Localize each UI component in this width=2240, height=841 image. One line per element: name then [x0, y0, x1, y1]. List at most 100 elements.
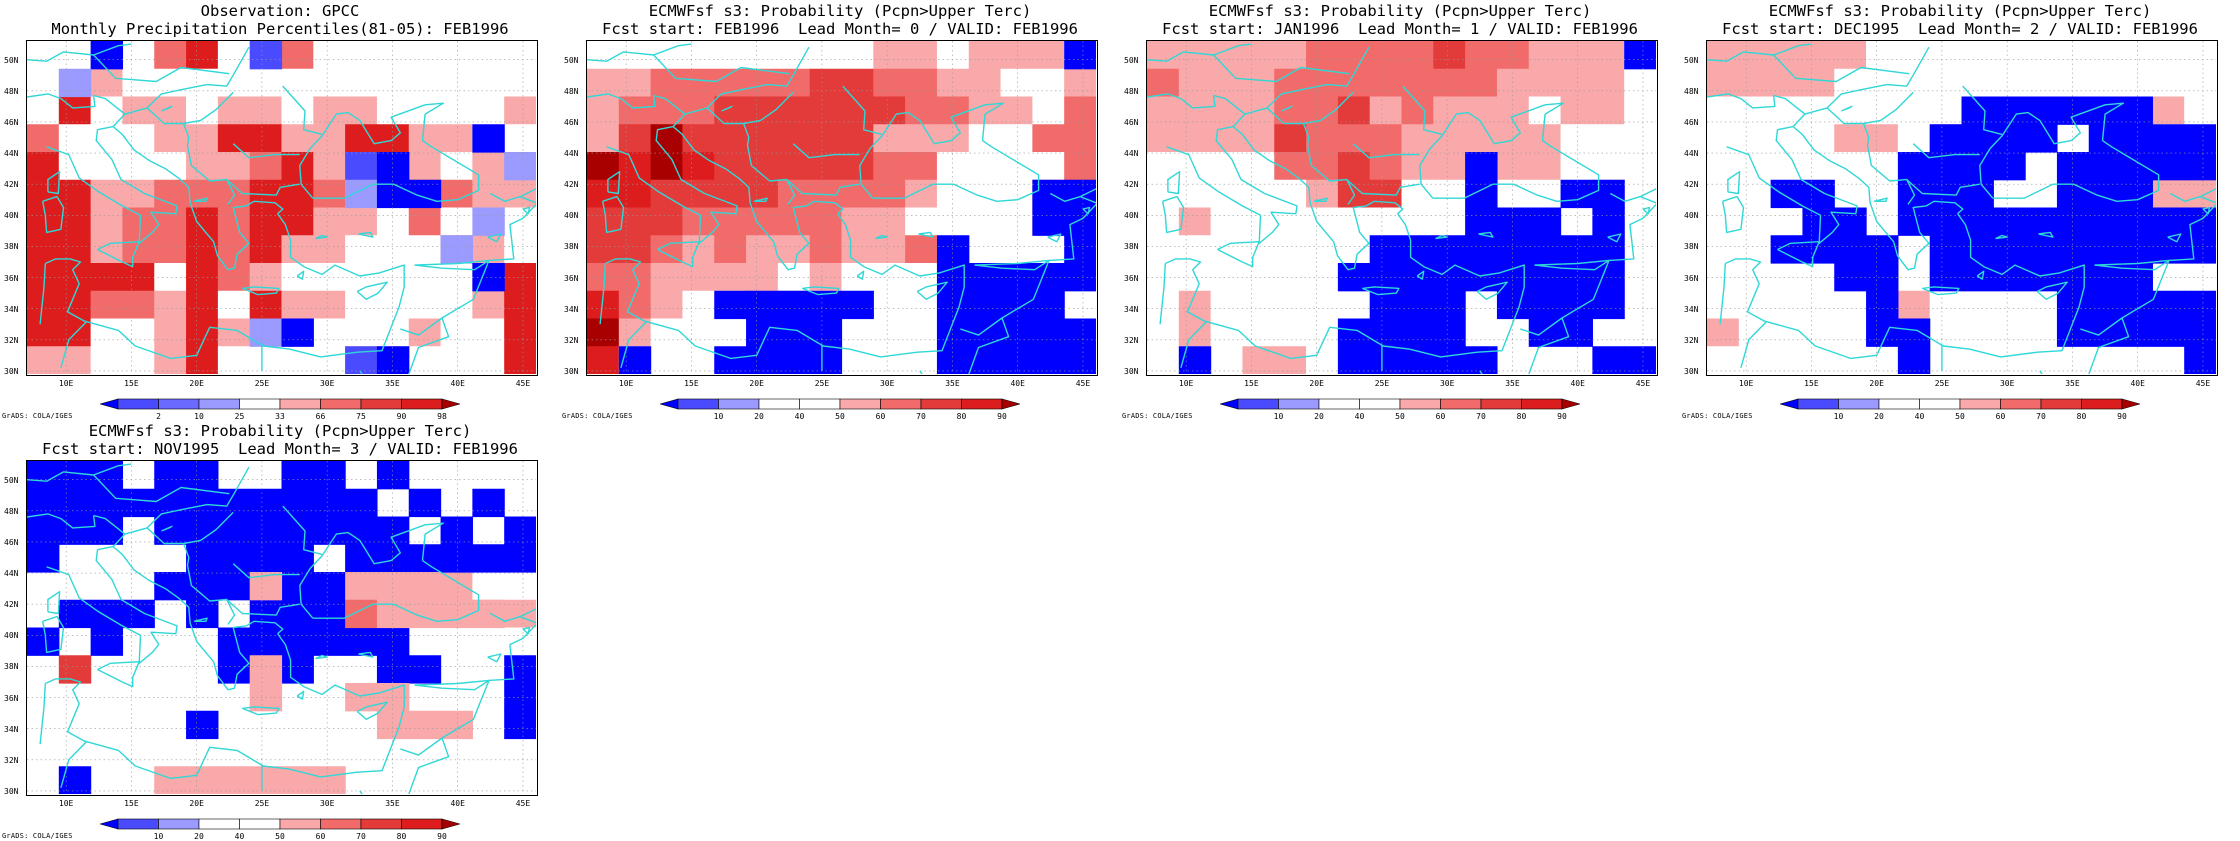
- grid-cell: [809, 41, 843, 70]
- lat-label: 38N: [564, 242, 579, 252]
- grid-cell: [1274, 290, 1307, 320]
- grid-cell: [376, 235, 410, 264]
- grid-cell: [1337, 235, 1371, 264]
- grid-cell-negative: [714, 346, 747, 374]
- grid-cell: [1560, 124, 1593, 153]
- grid-cell: [90, 207, 124, 236]
- coastline: [1159, 263, 1166, 325]
- grid-cell: [746, 41, 779, 70]
- grid-cell: [122, 627, 155, 656]
- grid-cell-negative: [2152, 318, 2185, 347]
- coastline: [602, 195, 625, 234]
- grid-cell-negative: [249, 318, 283, 347]
- grid-cell: [1738, 179, 1772, 209]
- grid-cell-negative: [1064, 207, 1096, 236]
- grid-cell: [122, 235, 155, 264]
- coastline: [587, 43, 692, 62]
- grid-cell: [1064, 68, 1096, 98]
- lat-label: 38N: [4, 242, 19, 252]
- colorbar-segment: [320, 818, 362, 830]
- grid-cell-negative: [1337, 346, 1371, 374]
- lat-label: 30N: [1124, 366, 1139, 376]
- grid-cell: [27, 318, 60, 347]
- grid-cell: [440, 488, 473, 518]
- grid-cell: [217, 461, 251, 490]
- grid-cell: [873, 235, 906, 264]
- grid-cell: [682, 290, 715, 320]
- grid-cell-negative: [1560, 235, 1593, 264]
- grid-cell: [122, 572, 155, 601]
- grid-cell: [1274, 41, 1307, 70]
- grid-cell: [1738, 41, 1772, 70]
- grid-cell: [2056, 68, 2090, 98]
- grid-cell: [345, 207, 378, 236]
- grid-cell: [936, 68, 970, 98]
- grid-cell-positive: [249, 655, 283, 684]
- grid-cell: [122, 346, 155, 374]
- coastline: [2200, 195, 2216, 204]
- grid-cell-negative: [313, 599, 346, 629]
- grid-cell-negative: [809, 318, 843, 347]
- grid-cell: [1592, 124, 1625, 153]
- grid-cell: [2025, 41, 2058, 70]
- grid-cell: [714, 263, 747, 292]
- grid-cell: [1707, 124, 1740, 153]
- lat-label: 36N: [4, 273, 19, 283]
- grid-cell: [1592, 318, 1625, 347]
- grid-cell: [1624, 96, 1656, 125]
- grid-cell: [2025, 346, 2058, 374]
- grid-cell: [746, 96, 779, 125]
- coastline: [282, 505, 323, 556]
- grid-cell: [1147, 263, 1180, 292]
- grid-cell: [587, 235, 620, 264]
- grid-cell-negative: [1961, 263, 1994, 292]
- coastline: [1180, 320, 1208, 368]
- colorbar-tick-label: 10: [1273, 412, 1284, 421]
- grid-cell: [281, 96, 314, 125]
- coastline: [1727, 171, 1741, 195]
- grid-cell-negative: [1993, 235, 2026, 264]
- lat-label: 38N: [4, 662, 19, 672]
- grid-cell-negative: [27, 627, 60, 656]
- grid-cell-negative: [1178, 346, 1212, 374]
- grid-cell: [122, 710, 155, 740]
- lon-label: 25E: [814, 379, 830, 388]
- colorbar-segment: [198, 818, 240, 830]
- grid-cell: [154, 96, 187, 125]
- grid-cell-negative: [1961, 235, 1994, 264]
- grid-cell-negative: [968, 290, 1002, 320]
- grid-cell: [313, 710, 346, 740]
- coastline: [408, 317, 450, 374]
- coastline: [1281, 105, 1293, 112]
- grid-cell: [408, 68, 442, 98]
- colorbar-segment: [1480, 398, 1522, 410]
- grid-cell: [440, 572, 473, 601]
- grid-cell: [504, 179, 536, 209]
- grid-cell: [58, 346, 92, 374]
- lat-label: 42N: [564, 180, 579, 190]
- coastline: [299, 102, 444, 199]
- lat-label: 44N: [564, 149, 579, 159]
- lat-label: 48N: [1124, 86, 1139, 96]
- colorbar-tick-label: 60: [1435, 412, 1446, 421]
- grid-cell-negative: [1369, 346, 1403, 374]
- grid-cell: [777, 124, 811, 153]
- grid-cell: [154, 41, 187, 70]
- grid-cell: [905, 346, 938, 374]
- grid-cell: [90, 738, 124, 767]
- coastline: [1362, 286, 1400, 296]
- colorbar-tick-label: 60: [315, 832, 326, 841]
- grid-cell: [440, 68, 473, 98]
- grid-cell: [376, 41, 410, 70]
- grid-cell: [873, 179, 906, 209]
- grid-cell: [1866, 207, 1899, 236]
- grid-cell: [841, 96, 874, 125]
- coastline: [112, 126, 284, 271]
- grid-cell-negative: [1369, 235, 1403, 264]
- grid-cell-negative: [1032, 290, 1065, 320]
- grid-cell: [154, 207, 187, 236]
- lat-label: 34N: [564, 304, 579, 314]
- grid-cell-negative: [345, 152, 378, 181]
- coastline: [42, 615, 65, 654]
- grid-cell: [281, 41, 314, 70]
